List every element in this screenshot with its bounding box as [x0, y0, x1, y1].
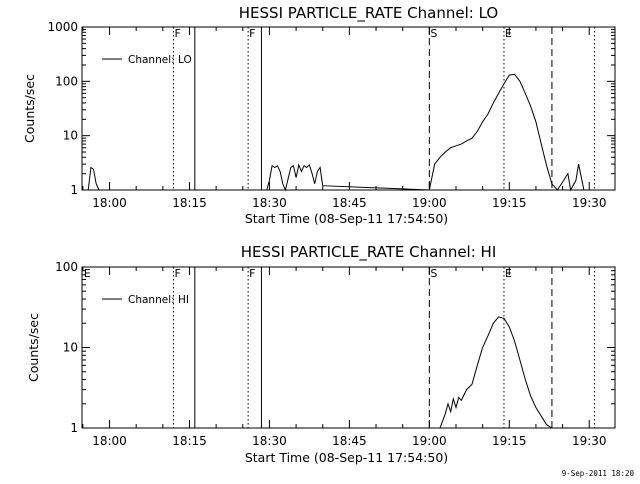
x-tick-label: 18:45	[332, 196, 367, 210]
x-axis-label: Start Time (08-Sep-11 17:54:50)	[245, 450, 448, 465]
x-tick-label: 18:15	[172, 196, 207, 210]
chart-title: HESSI PARTICLE_RATE Channel: HI	[241, 243, 497, 262]
lo-channel-panel: HESSI PARTICLE_RATE Channel: LO 1 10 100 100…	[22, 4, 616, 226]
y-tick-label: 10	[63, 341, 78, 355]
x-axis-label: Start Time (08-Sep-11 17:54:50)	[245, 211, 448, 226]
flag-marker-label: S	[430, 27, 437, 40]
x-tick-label: 19:00	[412, 196, 447, 210]
flag-marker-label: E	[505, 267, 512, 280]
footer-timestamp: 9-Sep-2011 18:20	[561, 469, 634, 478]
flag-marker-label: E	[505, 27, 512, 40]
plot-frame	[81, 266, 616, 429]
x-tick-label: 18:30	[252, 434, 287, 448]
chart-title: HESSI PARTICLE_RATE Channel: LO	[239, 4, 498, 23]
y-tick-label: 1000	[47, 20, 78, 34]
x-tick-label: 18:00	[92, 434, 127, 448]
flag-marker-label: F	[174, 27, 180, 40]
flag-marker-label: E	[84, 267, 91, 280]
x-tick-label: 19:30	[572, 434, 607, 448]
hi-channel-panel: HESSI PARTICLE_RATE Channel: HI 1 10 100 18:…	[26, 243, 616, 465]
y-axis-label: Counts/sec	[22, 74, 37, 143]
legend-label: Channel: LO	[128, 54, 192, 66]
x-tick-label: 19:00	[412, 434, 447, 448]
data-series-line	[439, 316, 553, 429]
flag-marker-label: F	[174, 267, 180, 280]
flag-marker-label: F	[249, 27, 255, 40]
x-tick-label: 19:30	[572, 196, 607, 210]
y-tick-label: 1	[70, 421, 78, 435]
x-tick-label: 19:15	[492, 196, 527, 210]
legend-label: Channel: HI	[128, 294, 189, 306]
y-tick-label: 1	[70, 183, 78, 197]
x-tick-label: 18:45	[332, 434, 367, 448]
y-tick-label: 100	[55, 74, 78, 88]
x-tick-label: 18:15	[172, 434, 207, 448]
data-series-line	[85, 73, 585, 192]
x-tick-label: 19:15	[492, 434, 527, 448]
y-axis-label: Counts/sec	[26, 313, 41, 382]
flag-marker-label: F	[249, 267, 255, 280]
flag-marker-label: S	[430, 267, 437, 280]
plot-frame	[81, 26, 616, 191]
y-tick-label: 100	[55, 260, 78, 274]
y-tick-label: 10	[63, 129, 78, 143]
x-tick-label: 18:30	[252, 196, 287, 210]
x-tick-label: 18:00	[92, 196, 127, 210]
